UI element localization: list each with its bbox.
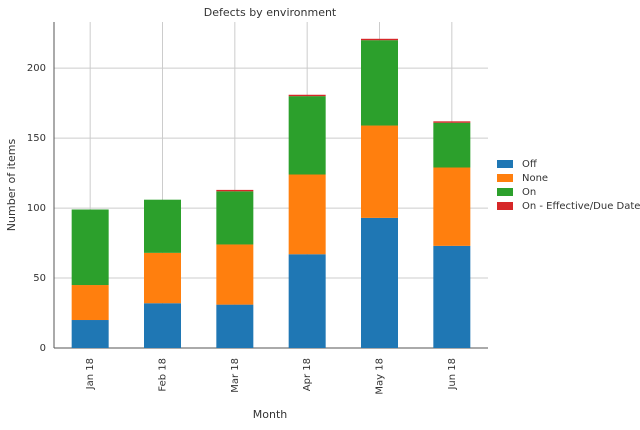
legend-label: On - Effective/Due Date: [522, 201, 640, 212]
legend-swatch: [497, 174, 513, 182]
bar-segment: [216, 304, 254, 348]
bar-segment: [71, 209, 109, 286]
bar-segment: [216, 244, 254, 305]
bar-segment: [288, 94, 326, 97]
bar-segment: [361, 125, 398, 218]
x-tick-label: Apr 18: [302, 358, 313, 391]
y-axis-label: Number of items: [5, 139, 18, 232]
y-tick-label: 200: [27, 63, 46, 74]
bar-segment: [288, 96, 326, 175]
bar-segment: [71, 320, 109, 348]
bar-segment: [361, 40, 398, 126]
x-tick-label: Jan 18: [85, 358, 96, 390]
x-tick-label: May 18: [375, 358, 386, 395]
bar-segment: [216, 189, 254, 192]
y-tick-label: 0: [40, 343, 46, 354]
bar-segment: [288, 174, 326, 255]
bar-segment: [433, 122, 471, 168]
bar-segment: [433, 121, 471, 123]
bar-segment: [216, 191, 254, 245]
y-tick-label: 50: [33, 273, 46, 284]
x-tick-label: Jun 18: [447, 358, 458, 391]
y-tick-label: 100: [27, 203, 46, 214]
bar-segment: [433, 245, 471, 348]
legend-label: None: [522, 173, 548, 184]
bar-segment: [144, 303, 181, 348]
chart-title: Defects by environment: [204, 6, 337, 19]
legend-swatch: [497, 188, 513, 196]
bar-segment: [71, 285, 109, 321]
bar-segment: [288, 254, 326, 348]
bar-segment: [144, 252, 181, 304]
bar-segment: [144, 199, 181, 253]
legend-swatch: [497, 202, 513, 210]
x-tick-label: Feb 18: [158, 358, 169, 392]
legend-label: On: [522, 187, 536, 198]
x-axis-label: Month: [253, 408, 288, 421]
legend-label: Off: [522, 159, 538, 170]
bar-segment: [433, 167, 471, 246]
legend-swatch: [497, 160, 513, 168]
bar-segment: [361, 38, 398, 41]
y-tick-label: 150: [27, 133, 46, 144]
x-tick-label: Mar 18: [230, 358, 241, 393]
bar-segment: [361, 217, 398, 348]
